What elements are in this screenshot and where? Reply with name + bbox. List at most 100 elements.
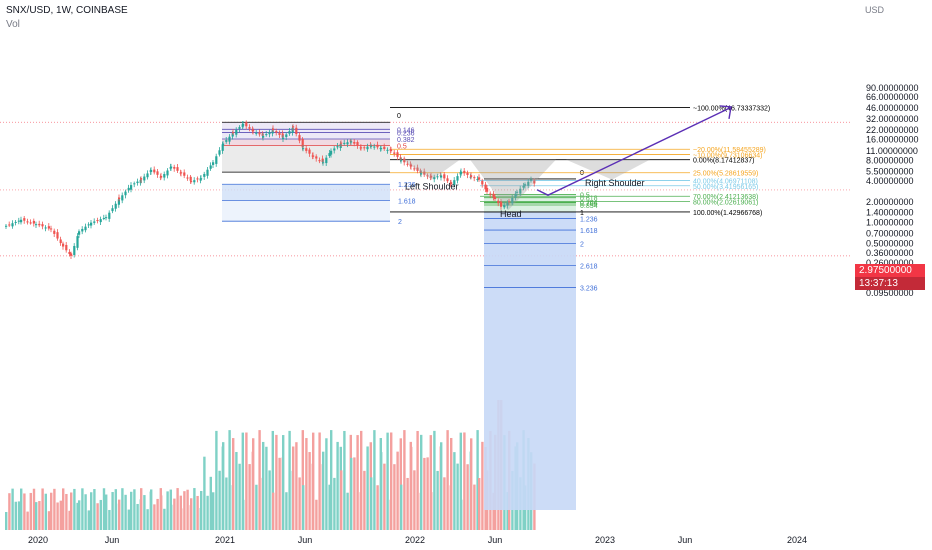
volume-bar (238, 463, 241, 530)
candle-body (117, 199, 120, 205)
candle-body (245, 122, 248, 127)
volume-bar (76, 502, 79, 530)
volume-bar (235, 451, 238, 530)
volume-bar (5, 512, 8, 530)
candle-body (400, 160, 403, 162)
projection-arrow (536, 107, 731, 196)
candle-body (390, 150, 393, 152)
candle-body (127, 187, 130, 191)
candle-body (114, 203, 117, 209)
fib-level-label: 0.236 (397, 131, 415, 138)
volume-bar (506, 492, 509, 530)
candle-body (346, 142, 349, 145)
currency-label: USD (865, 5, 885, 15)
candle-body (514, 193, 517, 198)
candle-body (248, 127, 251, 129)
fib-zones: 00.1460.2360.3820.51.2361.618200.50.6180… (222, 105, 770, 510)
candle-body (353, 142, 356, 144)
candle-body (440, 175, 443, 178)
y-tick-label: 11.00000000 (866, 146, 918, 156)
candle-body (209, 165, 212, 169)
volume-bar (222, 442, 225, 530)
volume-bar (436, 470, 439, 530)
volume-bar (453, 452, 456, 530)
lower-fib-ext-label: 1.618 (580, 228, 598, 235)
candle-body (420, 173, 423, 175)
volume-bar (353, 457, 356, 530)
candle-body (81, 228, 84, 232)
candle-body (78, 231, 81, 235)
volume-bar (170, 504, 173, 530)
candle-body (130, 185, 133, 190)
head-label: Head (500, 209, 522, 219)
candle-body (484, 184, 487, 190)
volume-bar (466, 464, 469, 530)
volume-bar (133, 489, 136, 530)
volume-bar (242, 499, 245, 530)
lower-fib-label: 1 (580, 210, 584, 217)
candle-body (108, 212, 111, 219)
volume-bar (228, 430, 231, 530)
candle-body (215, 156, 218, 164)
x-tick-label: Jun (298, 535, 313, 545)
volume-bar (200, 490, 203, 530)
volume-bar (292, 446, 295, 530)
candle-body (330, 150, 333, 155)
candle-body (366, 146, 369, 150)
candle-body (453, 180, 456, 186)
x-tick-label: Jun (678, 535, 693, 545)
candle-body (301, 138, 304, 148)
volume-bar (78, 500, 81, 530)
x-tick-label: 2022 (405, 535, 425, 545)
candle-body (87, 224, 90, 226)
candle-body (238, 127, 241, 129)
candle-body (183, 172, 186, 176)
volume-bar (81, 488, 84, 530)
target-label: 25.00%(5.28619559) (693, 171, 758, 178)
candle-body (242, 123, 245, 126)
candle-body (463, 170, 466, 174)
y-tick-label: 66.00000000 (866, 92, 919, 102)
volume-bar (386, 432, 389, 530)
candle-body (333, 148, 336, 151)
candle-body (360, 147, 363, 149)
candle-body (218, 150, 221, 155)
volume-bar (93, 489, 96, 530)
candle-body (38, 223, 41, 226)
volume-bar (105, 494, 108, 530)
volume-bar (271, 430, 274, 530)
volume-bar (278, 457, 281, 530)
candle-body (288, 131, 291, 134)
candle-body (343, 142, 346, 144)
volume-bar (41, 488, 44, 530)
volume-bar (17, 501, 21, 530)
candle-body (62, 243, 65, 247)
volume-bar (285, 492, 288, 530)
volume-bar (406, 477, 409, 530)
candle-body (285, 134, 288, 137)
candle-body (500, 201, 503, 207)
candle-body (478, 177, 481, 180)
volume-bar (336, 441, 339, 530)
candle-body (26, 221, 29, 223)
candle-body (235, 129, 238, 135)
volume-bar (476, 430, 479, 530)
candle-body (23, 218, 26, 221)
candle-body (325, 157, 328, 164)
candle-body (278, 132, 281, 135)
candle-body (315, 156, 318, 159)
candle-body (59, 239, 62, 244)
candle-body (340, 142, 343, 144)
right-shoulder-label: Right Shoulder (585, 178, 645, 188)
candle-body (160, 175, 163, 178)
volume-bar (87, 510, 90, 530)
candle-body (380, 148, 383, 150)
volume-bar (218, 470, 221, 530)
candle-body (70, 253, 73, 256)
volume-bar (193, 488, 196, 530)
volume-bar (130, 491, 133, 530)
candle-body (111, 208, 114, 212)
target-label: 80.00%(2.02619061) (693, 199, 758, 206)
volume-bar (330, 430, 333, 530)
